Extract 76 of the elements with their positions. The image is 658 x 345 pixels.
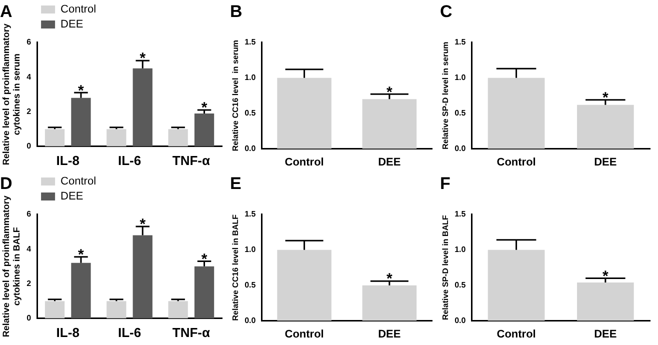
y-tick-label: 0.5 <box>244 280 256 290</box>
y-axis-title: Relative SP-D level in BALF <box>441 215 450 320</box>
chart-title: C <box>440 2 452 21</box>
y-tick-label: 1.5 <box>454 38 466 47</box>
y-tick-label: 1.5 <box>454 210 466 219</box>
y-tick-label: 0.5 <box>454 280 466 290</box>
legend-label: Control <box>60 176 96 188</box>
bar <box>194 113 214 146</box>
annotation: * <box>140 216 146 234</box>
chart-title: B <box>230 2 242 21</box>
x-tick-label: Control <box>284 328 324 340</box>
legend-label: DEE <box>60 190 84 203</box>
x-tick-label: DEE <box>378 156 401 168</box>
annotation: * <box>201 100 208 117</box>
x-tick-label: DEE <box>594 328 617 340</box>
bar <box>106 301 126 318</box>
y-tick-label: 1.0 <box>454 73 466 82</box>
legend-label: Control <box>60 4 96 16</box>
y-tick-label: 1.0 <box>244 245 256 254</box>
x-tick-label: TNF-α <box>172 324 210 340</box>
x-tick-label: TNF-α <box>172 152 210 168</box>
y-tick-label: 4 <box>26 244 32 254</box>
bar <box>132 235 152 318</box>
y-tick-label: 0.0 <box>244 144 256 154</box>
bar <box>194 266 214 318</box>
y-tick-label: 1.5 <box>244 38 256 47</box>
annotation: * <box>386 270 393 288</box>
x-tick-label: DEE <box>378 328 401 340</box>
y-tick-label: 0.0 <box>454 144 466 154</box>
y-axis-title: Relative level of proinflammatory cytokines in BALF <box>0 196 22 338</box>
annotation: * <box>201 250 208 268</box>
bar <box>71 98 91 146</box>
x-tick-label: IL-8 <box>56 152 80 168</box>
chart-title: F <box>440 174 450 193</box>
y-tick-label: 1.0 <box>244 73 256 82</box>
y-axis-title: Relative level of proinflammatory cytokines in serum <box>0 24 22 166</box>
bar <box>132 68 152 146</box>
x-tick-label: IL-6 <box>118 152 142 168</box>
chart-title: E <box>230 174 242 193</box>
x-tick-label: IL-6 <box>118 324 142 340</box>
y-tick-label: 6 <box>26 38 32 47</box>
bar <box>71 262 91 318</box>
annotation: * <box>78 82 84 100</box>
x-tick-label: Control <box>496 328 536 340</box>
bar <box>44 129 65 146</box>
y-tick-label: 0 <box>26 142 32 151</box>
annotation: * <box>386 84 393 101</box>
x-tick-label: DEE <box>594 156 617 168</box>
y-tick-label: 0.5 <box>454 108 466 118</box>
y-tick-label: 0 <box>26 314 32 323</box>
annotation: * <box>602 89 609 106</box>
annotation: * <box>140 50 146 68</box>
y-tick-label: 0.5 <box>244 108 256 118</box>
legend-label: DEE <box>60 18 84 31</box>
bar <box>168 301 188 318</box>
y-axis-title: Relative SP-D level in serum <box>441 42 450 150</box>
y-axis-title: Relative CC16 level in BALF <box>231 214 240 321</box>
y-tick-label: 6 <box>26 210 32 219</box>
x-tick-label: IL-8 <box>56 324 80 340</box>
bar <box>106 129 126 146</box>
y-tick-label: 4 <box>26 72 32 82</box>
y-tick-label: 0.0 <box>244 316 256 326</box>
annotation: * <box>78 246 84 264</box>
x-tick-label: Control <box>284 156 324 168</box>
chart-title: A <box>0 2 12 21</box>
y-tick-label: 1.5 <box>244 210 256 219</box>
bar <box>168 129 188 146</box>
y-tick-label: 1.0 <box>454 245 466 254</box>
x-tick-label: Control <box>496 156 536 168</box>
bar <box>44 301 65 318</box>
y-tick-label: 0.0 <box>454 316 466 326</box>
y-axis-title: Relative CC16 level in serum <box>231 40 240 152</box>
y-tick-label: 2 <box>26 106 32 116</box>
annotation: * <box>602 268 609 285</box>
chart-title: D <box>0 174 12 193</box>
y-tick-label: 2 <box>26 278 32 288</box>
